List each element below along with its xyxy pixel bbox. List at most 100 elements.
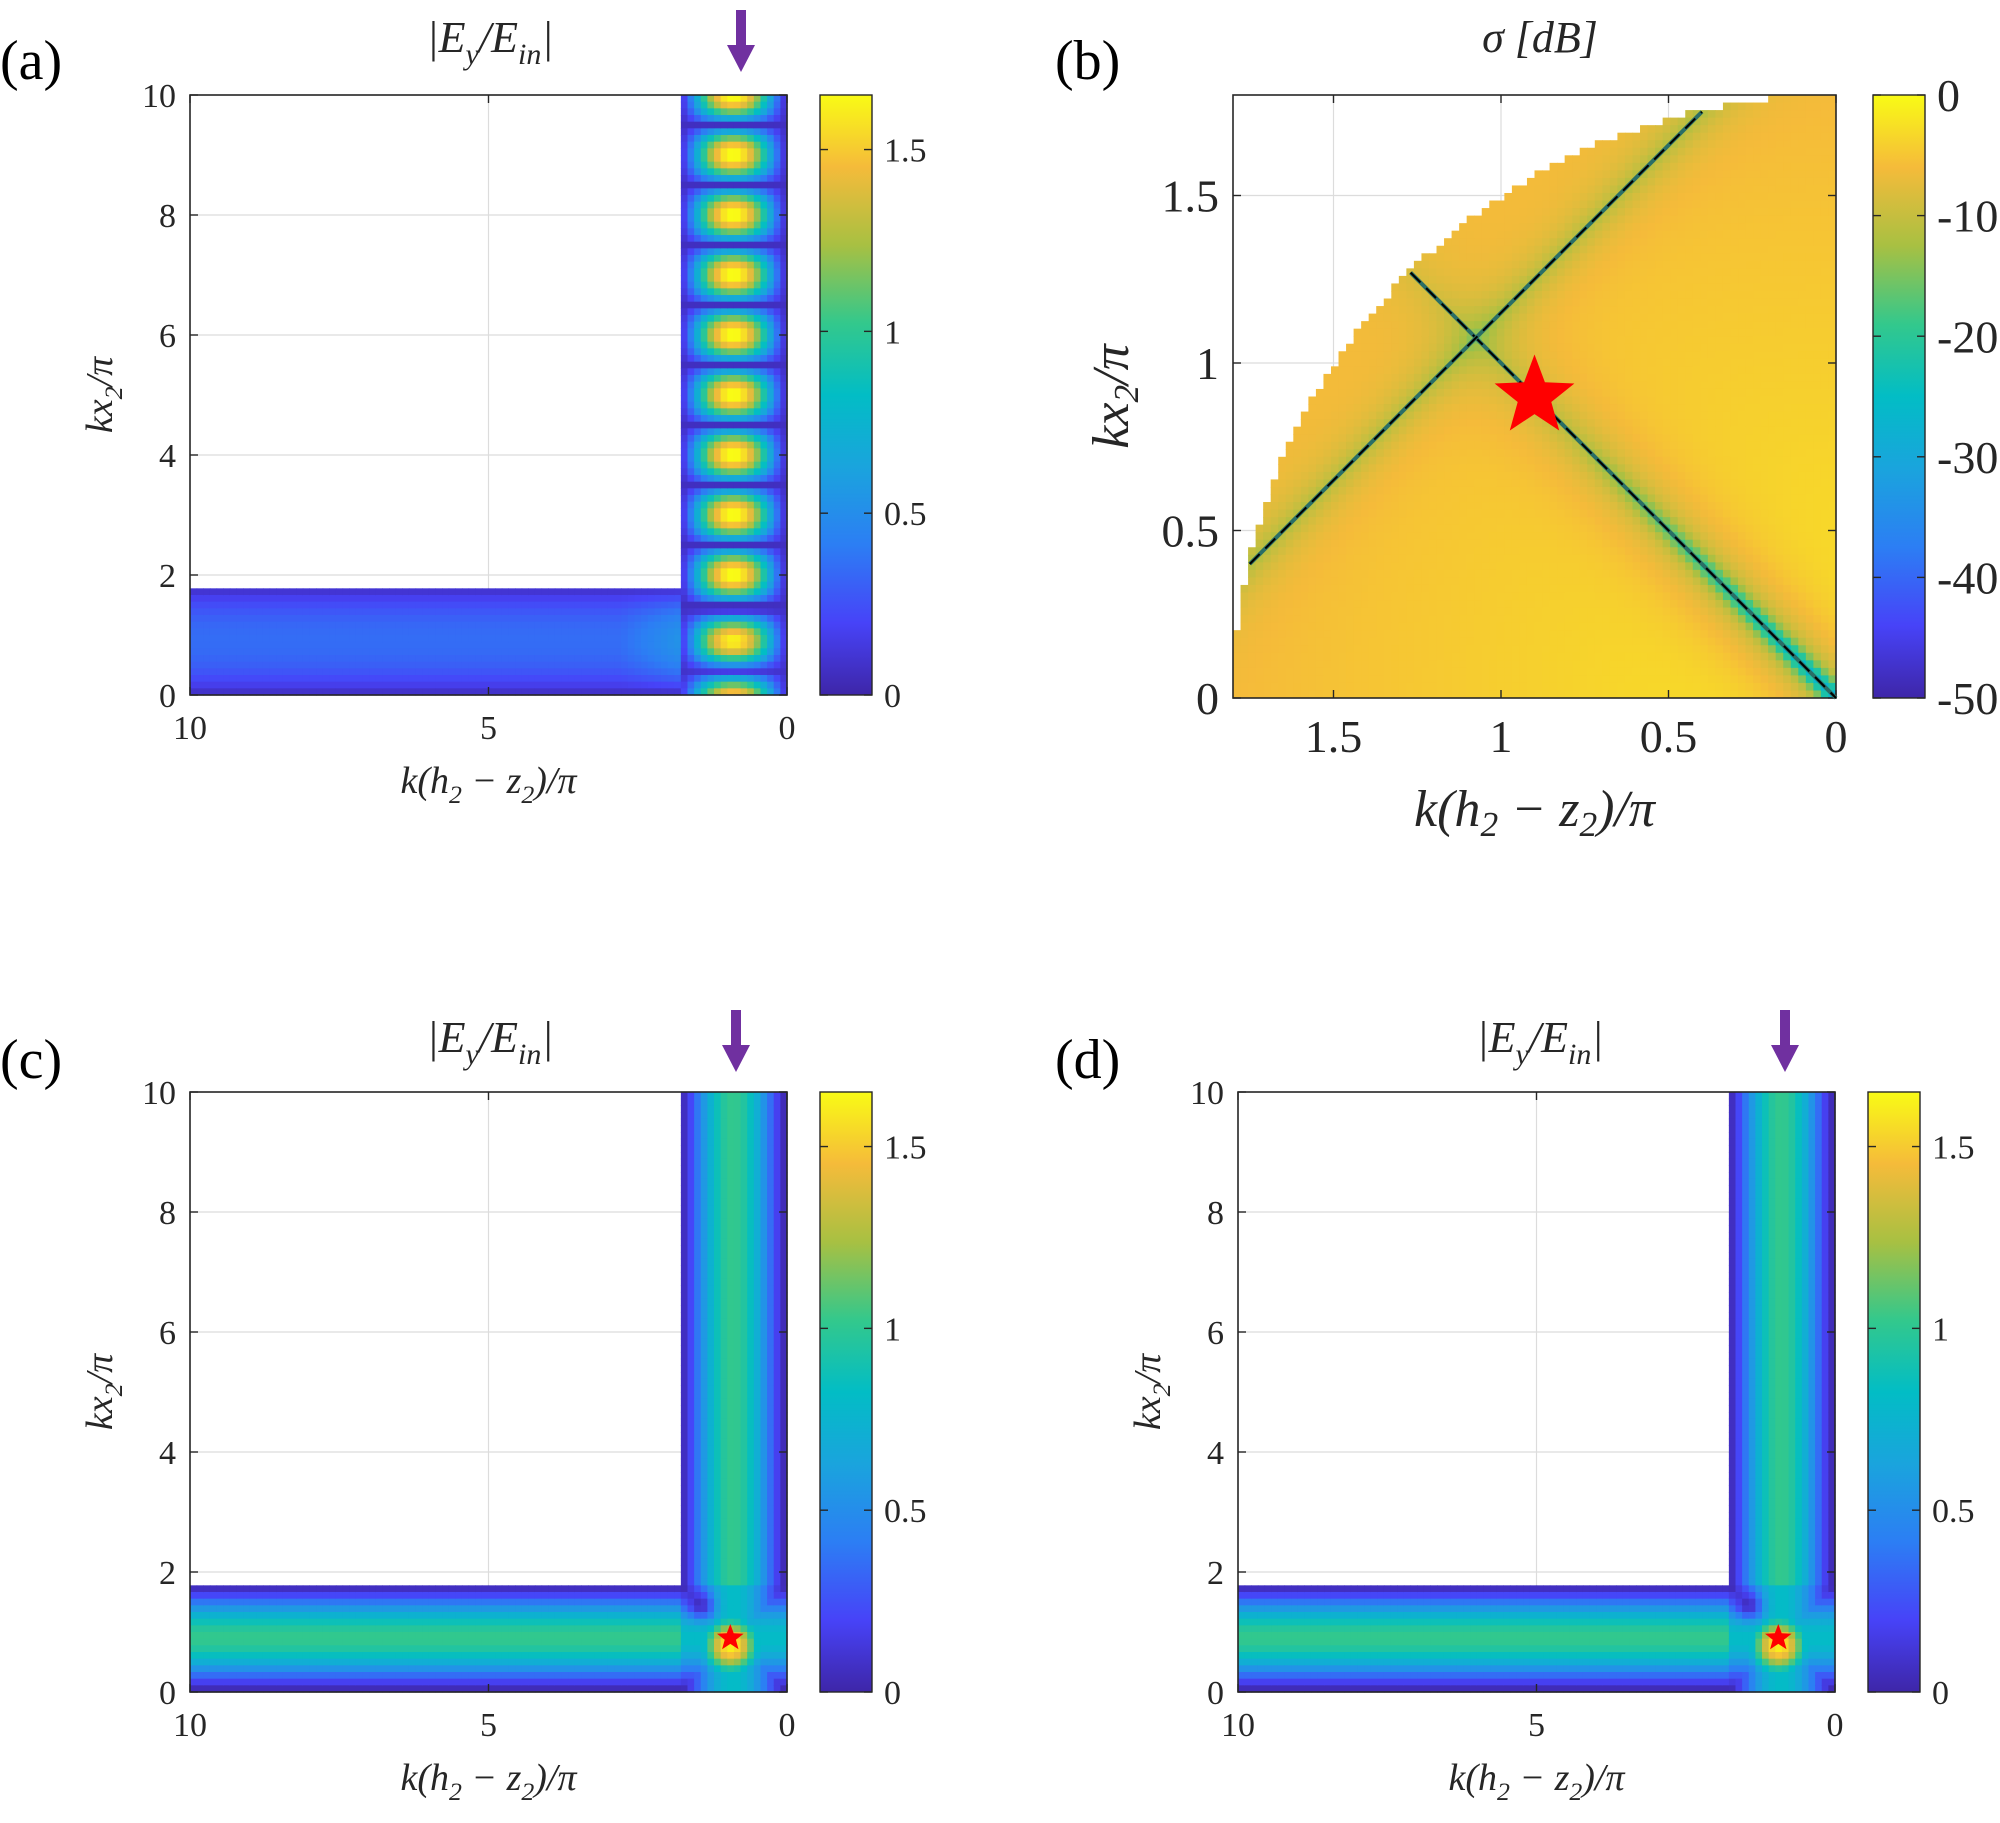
heatmap-cell <box>1549 306 1558 315</box>
heatmap-cell <box>415 615 423 623</box>
heatmap-cell <box>1346 652 1355 661</box>
heatmap-cell <box>1421 509 1430 518</box>
heatmap-cell <box>767 268 775 276</box>
heatmap-cell <box>733 595 742 603</box>
heatmap-cell <box>733 128 742 136</box>
heatmap-cell <box>760 381 768 389</box>
heatmap-cell <box>767 128 775 136</box>
heatmap-cell <box>1263 690 1272 698</box>
heatmap-cell <box>760 108 768 116</box>
heatmap-cell <box>568 641 576 649</box>
heatmap-cell <box>1444 607 1453 616</box>
heatmap-cell <box>1330 517 1340 526</box>
heatmap-cell <box>680 441 689 449</box>
heatmap-cell <box>1504 675 1513 684</box>
heatmap-cell <box>1557 230 1566 239</box>
heatmap-cell <box>1421 622 1430 631</box>
heatmap-cell <box>1330 524 1340 533</box>
heatmap-cell <box>760 101 768 109</box>
heatmap-cell <box>1323 517 1332 526</box>
heatmap-cell <box>1459 502 1468 511</box>
heatmap-cell <box>687 188 695 196</box>
heatmap-cell <box>402 601 410 609</box>
heatmap-cell <box>1255 660 1264 669</box>
heatmap-cell <box>1474 298 1483 307</box>
heatmap-cell <box>382 628 390 636</box>
heatmap-cell <box>1436 404 1445 413</box>
heatmap-cell <box>1496 411 1505 420</box>
heatmap-cell <box>760 388 768 396</box>
heatmap-cell <box>1368 577 1377 586</box>
heatmap-cell <box>1383 456 1392 465</box>
heatmap-cell <box>521 615 529 623</box>
heatmap-cell <box>621 601 629 609</box>
heatmap-cell <box>687 335 695 343</box>
heatmap-cell <box>342 595 350 603</box>
heatmap-cell <box>1376 351 1385 360</box>
heatmap-cell <box>1481 208 1490 217</box>
heatmap-cell <box>1376 682 1385 692</box>
heatmap-cell <box>614 681 622 689</box>
heatmap-cell <box>1421 456 1430 465</box>
heatmap-cell <box>488 601 496 609</box>
heatmap-cell <box>243 621 251 629</box>
heatmap-cell <box>1421 637 1430 646</box>
heatmap-cell <box>760 161 768 169</box>
heatmap-cell <box>568 608 576 616</box>
heatmap-cell <box>395 635 403 643</box>
heatmap-cell <box>1353 539 1362 548</box>
heatmap-cell <box>1504 471 1513 481</box>
heatmap-cell <box>475 675 483 683</box>
heatmap-cell <box>1504 215 1513 224</box>
heatmap-cell <box>349 655 357 663</box>
heatmap-cell <box>1353 434 1362 443</box>
heatmap-cell <box>1270 660 1279 669</box>
heatmap-cell <box>720 501 728 509</box>
heatmap-cell <box>329 661 337 669</box>
heatmap-cell <box>687 301 695 309</box>
heatmap-cell <box>753 541 762 549</box>
heatmap-cell <box>1278 652 1287 661</box>
heatmap-cell <box>1323 615 1332 624</box>
heatmap-cell <box>780 308 788 316</box>
heatmap-cell <box>1315 554 1325 563</box>
heatmap-cell <box>521 648 529 656</box>
heatmap-cell <box>1338 622 1347 631</box>
heatmap-cell <box>568 635 576 643</box>
heatmap-cell <box>1353 464 1362 473</box>
heatmap-cell <box>1406 404 1415 413</box>
heatmap-cell <box>1557 253 1566 262</box>
heatmap-cell <box>1300 569 1309 578</box>
heatmap-cell <box>1293 426 1302 435</box>
heatmap-cell <box>720 528 728 536</box>
heatmap-cell <box>707 381 715 389</box>
heatmap-cell <box>760 275 768 283</box>
heatmap-cell <box>468 648 476 656</box>
heatmap-cell <box>289 595 297 603</box>
heatmap-cell <box>1481 298 1490 307</box>
heatmap-cell <box>601 595 609 603</box>
heatmap-cell <box>714 661 722 669</box>
heatmap-cell <box>753 101 762 109</box>
heatmap-cell <box>1300 645 1309 654</box>
heatmap-cell <box>1285 479 1294 488</box>
heatmap-cell <box>753 615 762 623</box>
heatmap-cell <box>727 268 735 276</box>
heatmap-cell <box>442 588 450 596</box>
heatmap-cell <box>1504 260 1513 269</box>
heatmap-cell <box>382 635 390 643</box>
heatmap-cell <box>1315 630 1325 639</box>
heatmap-cell <box>1549 471 1558 481</box>
heatmap-cell <box>700 201 708 209</box>
heatmap-cell <box>647 648 655 656</box>
heatmap-cell <box>574 615 582 623</box>
heatmap-cell <box>1557 630 1566 639</box>
heatmap-cell <box>1519 306 1528 315</box>
heatmap-cell <box>1511 660 1521 669</box>
heatmap-cell <box>747 408 755 416</box>
heatmap-cell <box>276 635 284 643</box>
heatmap-cell <box>375 595 383 603</box>
heatmap-cell <box>760 235 768 243</box>
heatmap-cell <box>753 208 762 216</box>
